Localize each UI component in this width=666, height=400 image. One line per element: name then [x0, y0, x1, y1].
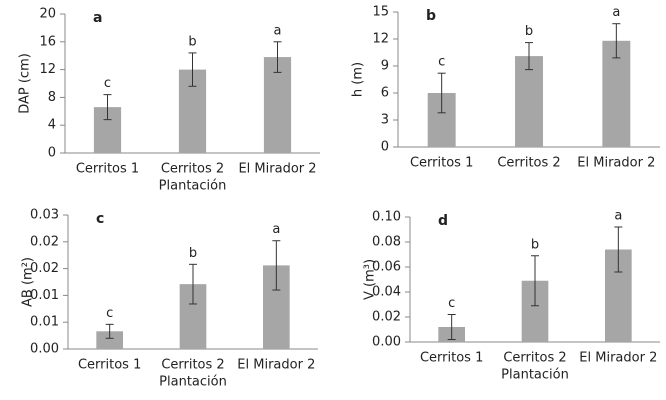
significance-letter: b [531, 237, 539, 252]
x-tick-label: Cerritos 1 [76, 162, 139, 177]
y-tick-label: 0.02 [30, 261, 59, 276]
significance-letter: c [448, 296, 455, 311]
panel-label: c [96, 211, 104, 227]
x-tick-label: Cerritos 2 [503, 351, 566, 366]
y-tick-label: 0.06 [372, 260, 401, 275]
x-tick-label: Cerritos 2 [161, 162, 224, 177]
y-tick-label: 6 [381, 86, 389, 101]
x-tick-label: Cerritos 2 [497, 156, 560, 171]
panel-label: d [438, 213, 448, 229]
y-tick-label: 0.08 [372, 235, 401, 250]
x-tick-label: Cerritos 1 [410, 156, 473, 171]
bar [515, 56, 543, 147]
y-tick-label: 0 [48, 146, 56, 161]
significance-letter: c [104, 76, 111, 91]
x-axis-label: Plantación [159, 375, 227, 390]
x-axis-label: Plantación [501, 368, 569, 383]
y-tick-label: 12 [372, 32, 389, 47]
x-tick-label: Cerritos 2 [161, 358, 224, 373]
y-tick-label: 9 [381, 59, 389, 74]
y-tick-label: 0.10 [372, 210, 401, 225]
y-tick-label: 0.03 [30, 208, 59, 223]
y-tick-label: 0.02 [372, 310, 401, 325]
significance-letter: b [188, 34, 196, 49]
significance-letter: a [612, 5, 620, 20]
x-axis-label: Plantación [159, 179, 227, 194]
significance-letter: c [106, 306, 113, 321]
y-tick-label: 0.01 [30, 315, 59, 330]
y-tick-label: 16 [39, 34, 56, 49]
significance-letter: a [614, 209, 622, 224]
y-axis-label: DAP (cm) [18, 53, 33, 114]
significance-letter: b [525, 24, 533, 39]
significance-letter: b [189, 246, 197, 261]
bar [96, 331, 123, 349]
y-axis-label: AB (m²) [21, 257, 36, 307]
y-tick-label: 0.00 [30, 342, 59, 357]
panel-label: a [93, 10, 102, 26]
x-tick-label: El Mirador 2 [579, 351, 657, 366]
y-tick-label: 0.00 [372, 335, 401, 350]
y-tick-label: 20 [39, 7, 56, 22]
significance-letter: a [274, 23, 282, 38]
y-tick-label: 0.01 [30, 288, 59, 303]
y-tick-label: 15 [372, 5, 389, 20]
x-tick-label: El Mirador 2 [238, 162, 316, 177]
y-tick-label: 8 [48, 90, 56, 105]
y-tick-label: 0.04 [372, 285, 401, 300]
x-tick-label: El Mirador 2 [577, 156, 655, 171]
significance-letter: a [272, 222, 280, 237]
panel-label: b [426, 8, 436, 24]
bar [602, 40, 631, 147]
y-axis-label: h (m) [351, 62, 366, 97]
x-tick-label: Cerritos 1 [420, 351, 483, 366]
y-tick-label: 4 [48, 118, 56, 133]
y-axis-label: V (m³) [363, 259, 378, 300]
y-tick-label: 0.02 [30, 234, 59, 249]
y-tick-label: 3 [381, 113, 389, 128]
x-tick-label: El Mirador 2 [237, 358, 315, 373]
y-tick-label: 0 [381, 140, 389, 155]
significance-letter: c [438, 55, 445, 70]
bar [263, 57, 292, 154]
y-tick-label: 12 [39, 62, 56, 77]
x-tick-label: Cerritos 1 [78, 358, 141, 373]
